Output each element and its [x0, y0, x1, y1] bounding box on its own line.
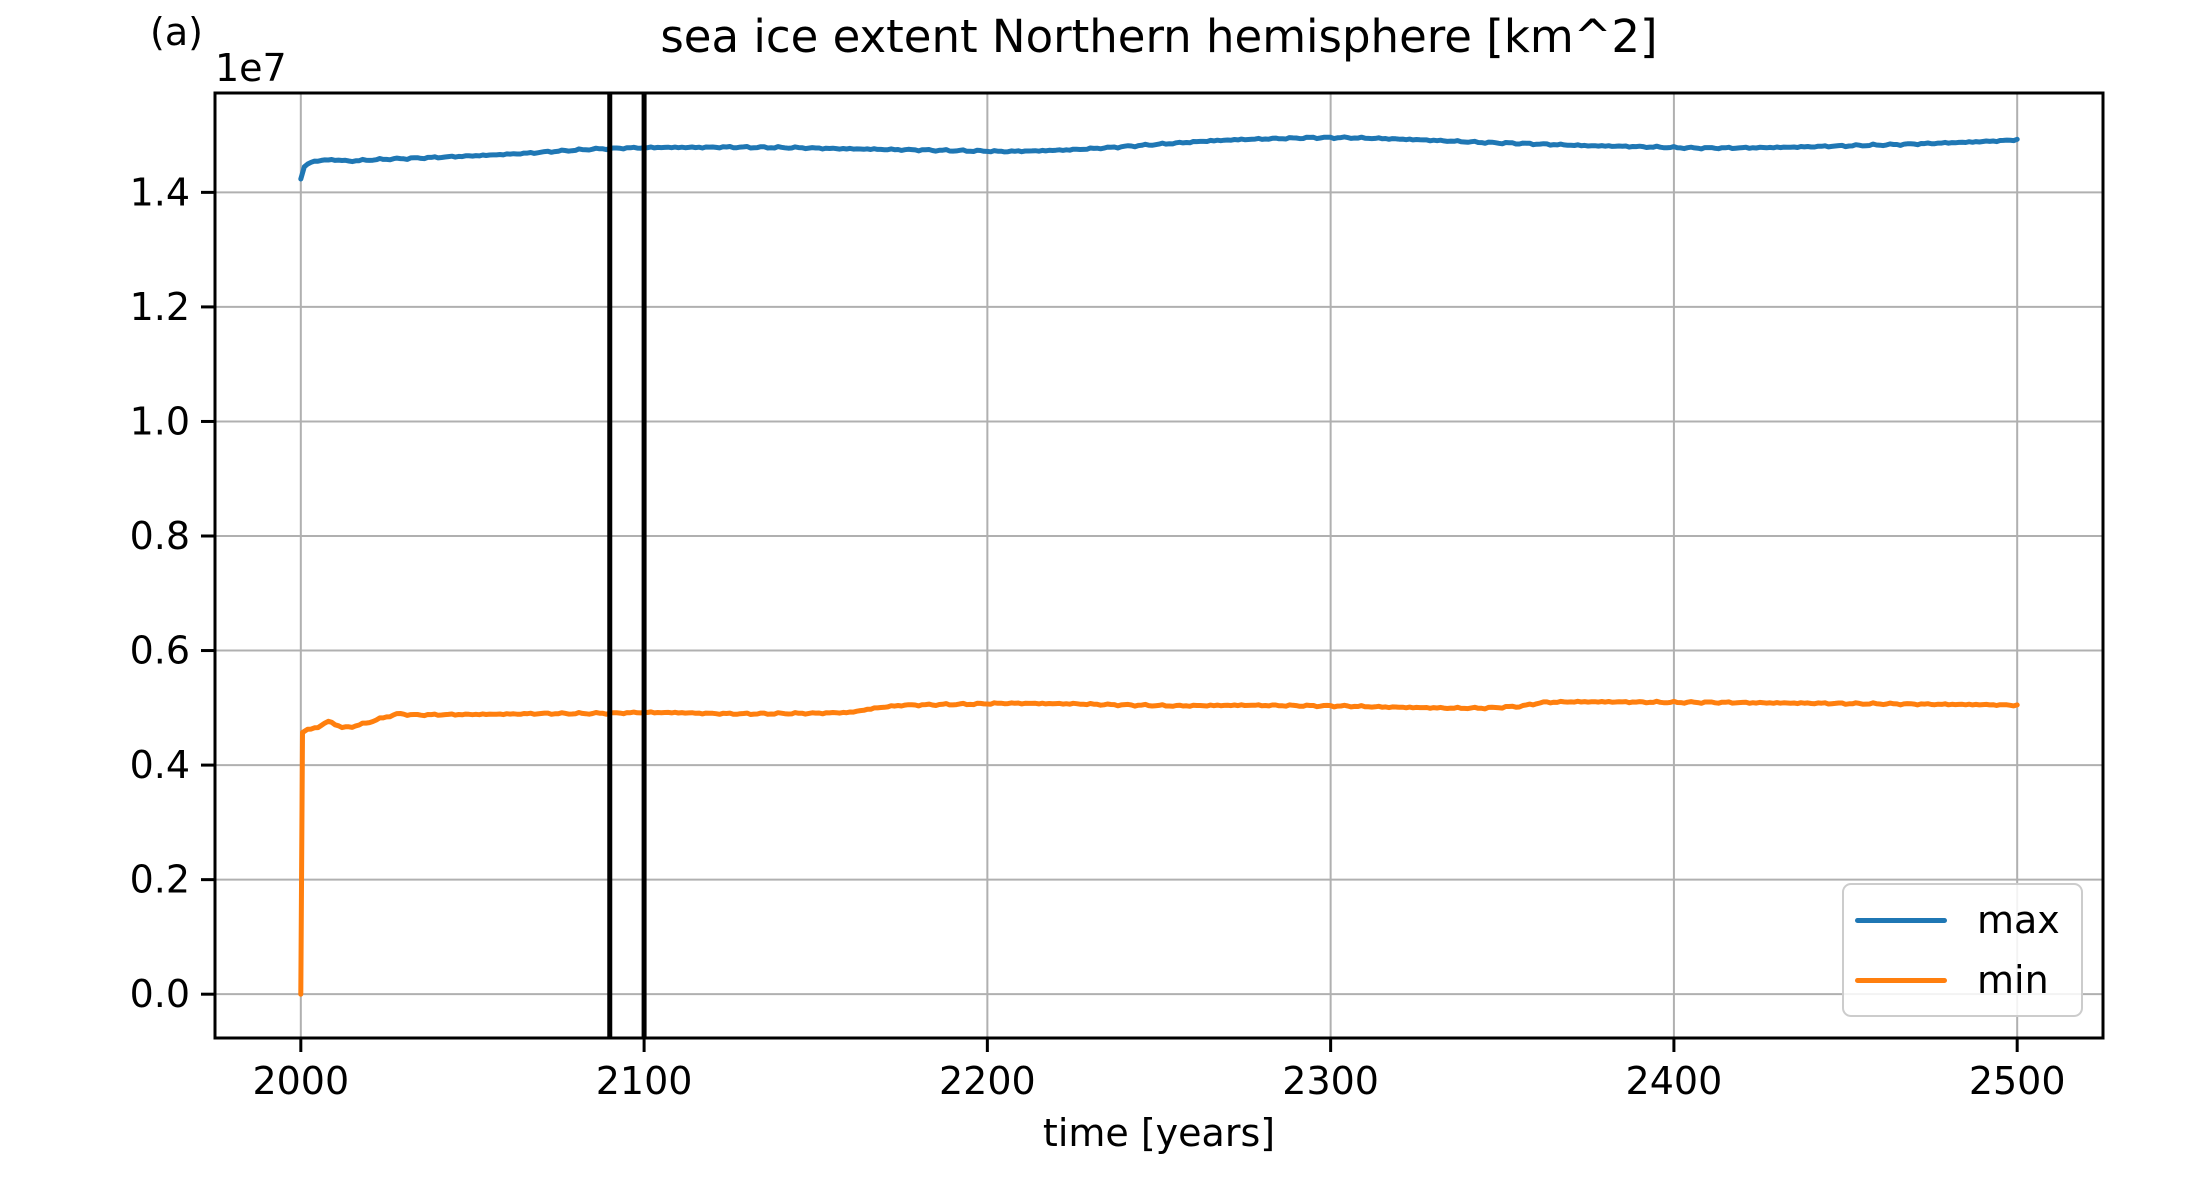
y-tick-label: 0.2: [130, 858, 190, 902]
y-tick-label: 0.4: [130, 743, 190, 787]
legend-entry-max: max: [1844, 890, 2081, 950]
y-axis-offset-text: 1e7: [215, 46, 287, 90]
y-tick-label: 1.4: [130, 170, 190, 214]
legend-line-sample-max: [1855, 917, 1947, 923]
chart-title: sea ice extent Northern hemisphere [km^2…: [660, 10, 1658, 63]
legend-label-max: max: [1977, 898, 2060, 942]
axes-frame: [213, 91, 2105, 1040]
x-tick-label: 2400: [1626, 1059, 1723, 1103]
x-tick-label: 2100: [596, 1059, 693, 1103]
legend-entry-min: min: [1844, 950, 2081, 1010]
y-tick-label: 0.8: [130, 514, 190, 558]
series-line-max: [298, 134, 2020, 182]
x-axis-label: time [years]: [1042, 1111, 1276, 1155]
y-tick-label: 1.2: [130, 285, 190, 329]
legend: max min: [1842, 883, 2083, 1017]
panel-label: (a): [150, 10, 203, 54]
x-tick-label: 2200: [939, 1059, 1036, 1103]
x-tick-label: 2000: [252, 1059, 349, 1103]
legend-label-min: min: [1977, 958, 2049, 1002]
series-line-min: [298, 698, 2020, 997]
legend-line-sample-min: [1855, 977, 1947, 983]
y-tick-label: 1.0: [130, 399, 190, 443]
x-tick-label: 2300: [1282, 1059, 1379, 1103]
x-tick-label: 2500: [1969, 1059, 2066, 1103]
y-tick-label: 0.6: [130, 629, 190, 673]
y-tick-label: 0.0: [130, 972, 190, 1016]
